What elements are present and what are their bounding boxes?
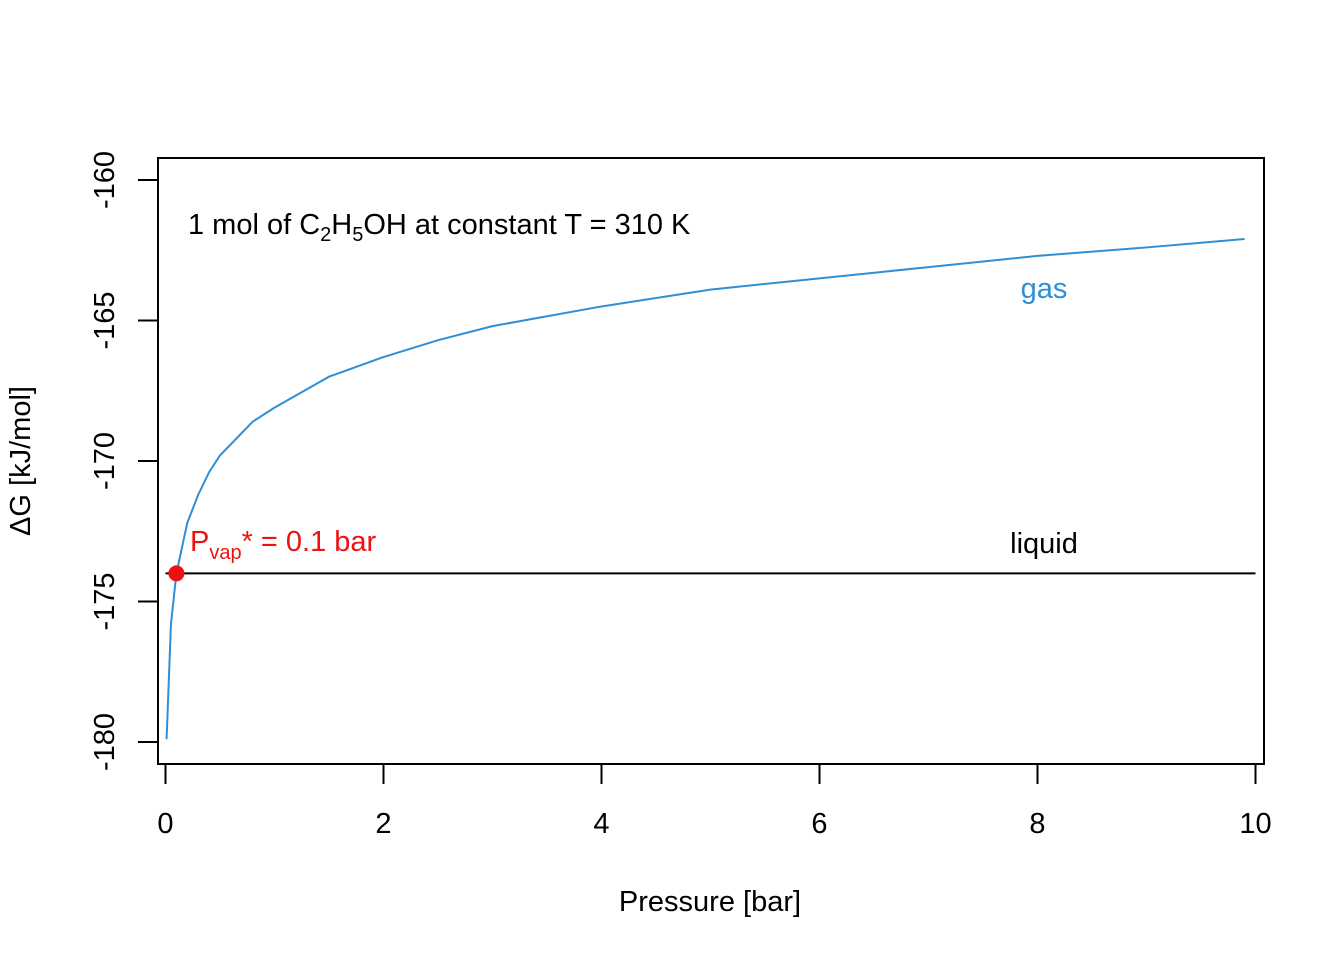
plot-frame	[157, 157, 1265, 765]
x-tick-label: 0	[157, 808, 173, 840]
y-tick-label: -165	[89, 291, 121, 349]
vapor-pressure-label: Pvap* = 0.1 bar	[190, 526, 377, 564]
series-lines	[165, 238, 1256, 740]
chart-annotation: 1 mol of C2H5OH at constant T = 310 K	[188, 209, 691, 246]
x-tick-label: 2	[375, 808, 391, 840]
x-tick-label: 10	[1239, 808, 1271, 840]
y-tick-label: -175	[89, 572, 121, 630]
y-axis: -180 -175 -170 -165 -160	[89, 151, 159, 771]
vapor-pressure-marker	[168, 565, 185, 582]
gas-series-label: gas	[1021, 273, 1068, 305]
x-tick-label: 4	[593, 808, 609, 840]
liquid-series-label: liquid	[1010, 528, 1078, 560]
x-axis: 0 2 4 6 8 10	[157, 763, 1272, 840]
y-tick-label: -160	[89, 151, 121, 209]
x-axis-title: Pressure [bar]	[619, 886, 801, 918]
x-tick-label: 8	[1029, 808, 1045, 840]
y-axis-title: ΔG [kJ/mol]	[5, 386, 37, 536]
x-tick-label: 6	[811, 808, 827, 840]
y-tick-label: -180	[89, 713, 121, 771]
y-tick-label: -170	[89, 432, 121, 490]
gas-series-line	[165, 238, 1245, 740]
